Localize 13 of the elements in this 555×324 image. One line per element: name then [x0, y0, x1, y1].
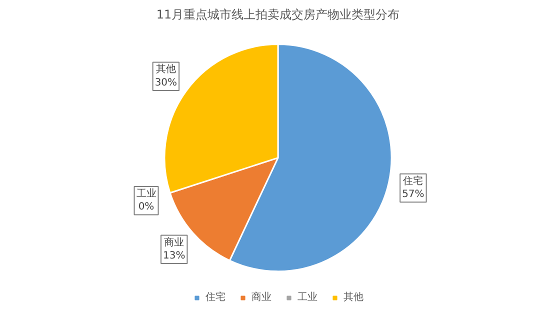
legend-label: 工业 [298, 290, 318, 304]
data-label: 13% [162, 250, 186, 262]
data-label: 57% [402, 189, 424, 200]
slice-label: 住宅 [403, 174, 424, 187]
chart-title: 11月重点城市线上拍卖成交房产物业类型分布 [156, 8, 400, 22]
legend-label: 商业 [252, 290, 272, 304]
data-label: 30% [154, 77, 178, 88]
legend-label: 住宅 [206, 290, 226, 304]
text: 0% [138, 202, 154, 213]
legend-label: 其他 [344, 290, 364, 304]
category-label: 工业 [136, 188, 156, 200]
slice-label: 商业 [164, 236, 184, 248]
slice-label: 其他 [156, 63, 176, 76]
